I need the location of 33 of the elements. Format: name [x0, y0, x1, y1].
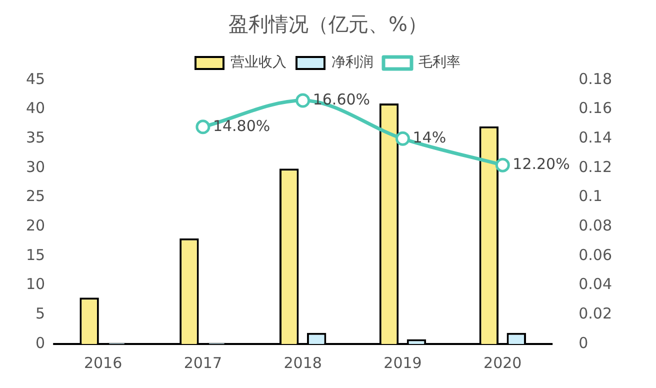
- data-label: 16.60%: [312, 90, 370, 108]
- y-tick-label: 10: [26, 275, 46, 294]
- y2-tick-label: 0: [578, 334, 588, 352]
- y-tick-label: 30: [26, 158, 46, 176]
- y-tick-label: 15: [26, 246, 46, 264]
- y-tick-label: 5: [36, 304, 46, 323]
- y2-tick-label: 0.18: [578, 70, 612, 88]
- y2-tick-label: 0.1: [578, 187, 602, 206]
- y2-tick-label: 0.16: [578, 99, 612, 118]
- y-tick-label: 20: [26, 216, 46, 235]
- chart-title: 盈利情况（亿元、%）: [228, 12, 428, 36]
- legend-label: 净利润: [332, 54, 374, 71]
- y-tick-label: 45: [26, 70, 46, 88]
- x-tick-label: 2018: [284, 354, 322, 372]
- y2-tick-label: 0.04: [578, 275, 612, 294]
- x-tick-label: 2019: [384, 354, 422, 372]
- y-tick-label: 25: [26, 187, 46, 206]
- y2-tick-label: 0.14: [578, 128, 612, 147]
- y-tick-label: 35: [26, 128, 46, 147]
- x-tick-label: 2020: [484, 354, 522, 372]
- data-label: 14%: [412, 128, 446, 147]
- data-label: 12.20%: [512, 154, 570, 173]
- legend-label: 营业收入: [230, 54, 286, 71]
- x-tick-label: 2017: [184, 354, 222, 372]
- y2-tick-label: 0.08: [578, 216, 612, 235]
- y-tick-label: 40: [26, 99, 46, 118]
- y2-tick-label: 0.02: [578, 304, 612, 323]
- y2-tick-label: 0.12: [578, 158, 612, 176]
- y-tick-label: 0: [36, 334, 46, 352]
- y2-tick-label: 0.06: [578, 246, 612, 264]
- data-label: 14.80%: [212, 116, 270, 135]
- x-tick-label: 2016: [84, 354, 122, 372]
- legend-label: 毛利率: [418, 54, 460, 71]
